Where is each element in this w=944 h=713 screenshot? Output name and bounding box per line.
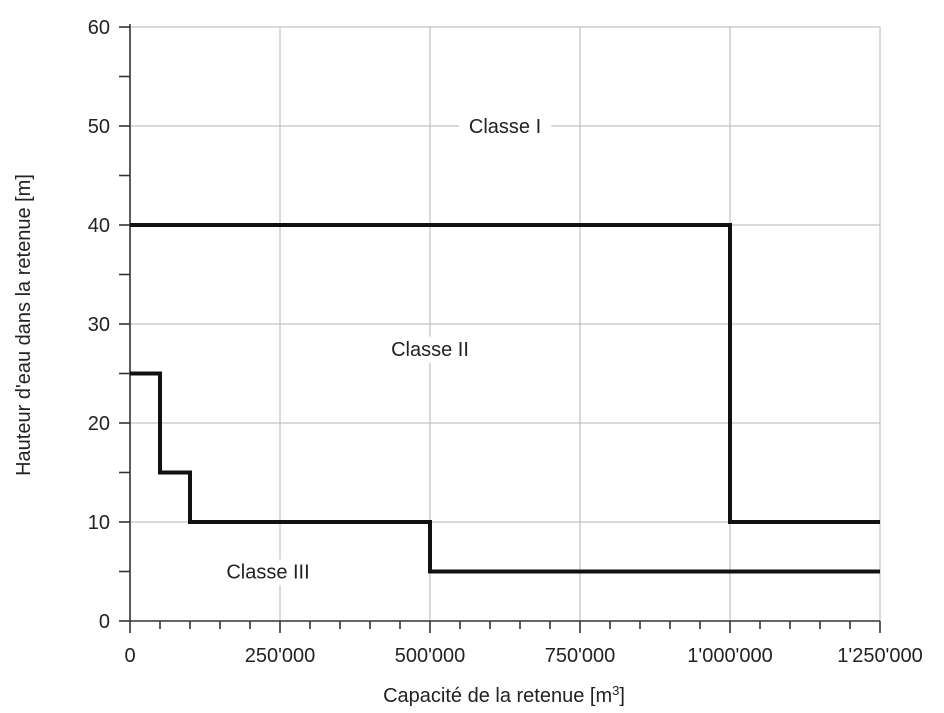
series-layer [130,225,880,572]
x-tick-label: 500'000 [395,645,466,667]
annotations-layer: Classe I Classe II Classe III [216,114,551,586]
x-tick-label: 1'250'000 [837,645,923,667]
class-region-label: Classe II [391,339,469,361]
y-tick-label: 40 [88,215,110,237]
y-tick-label: 50 [88,116,110,138]
y-tick-label: 20 [88,413,110,435]
x-tick-label: 750'000 [545,645,616,667]
x-axis-title: Capacité de la retenue [m3] [383,683,625,708]
class-boundary-line-2 [130,374,880,572]
x-tick-label: 1'000'000 [687,645,773,667]
y-tick-label: 0 [99,611,110,633]
y-tick-label: 60 [88,17,110,39]
class-boundary-line-1 [130,225,880,522]
y-axis-title: Hauteur d'eau dans la retenue [m] [13,174,35,476]
x-tick-label: 250'000 [245,645,316,667]
class-region-label: Classe I [469,116,541,138]
x-tick-label: 0 [124,645,135,667]
y-tick-label: 30 [88,314,110,336]
class-region-label: Classe III [226,562,309,584]
y-tick-label: 10 [88,512,110,534]
